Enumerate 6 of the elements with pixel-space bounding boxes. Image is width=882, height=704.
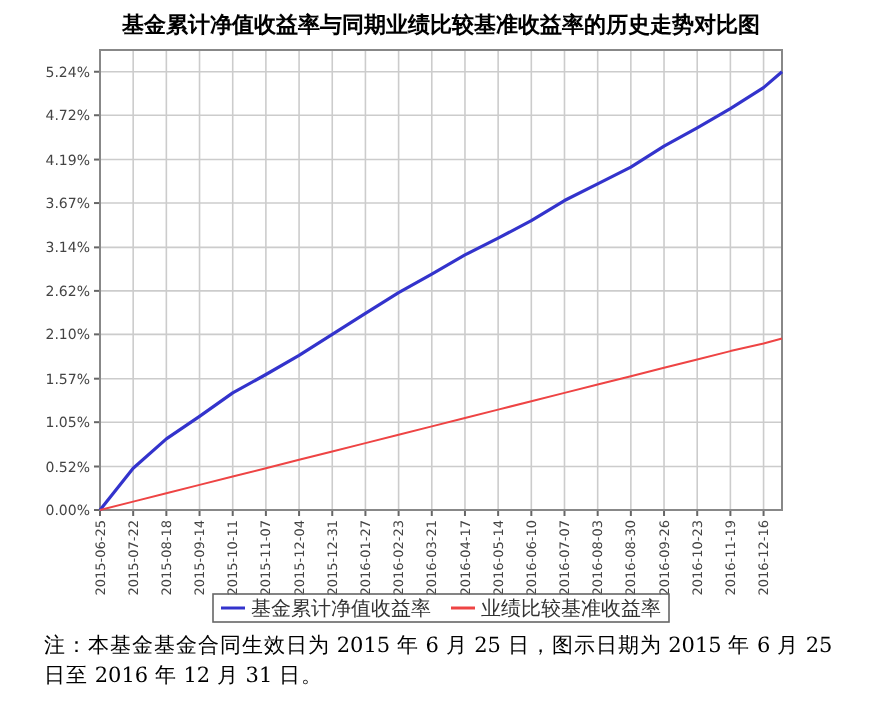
legend-label: 业绩比较基准收益率	[481, 597, 661, 621]
line-series	[99, 337, 783, 511]
text: 注：本基金基金合同生效日为 2015 年 6 月 25 日，图示日期为 2015 年 6 月 25 日至 2016 年 12 月 31 日。	[44, 632, 835, 692]
line-series	[98, 70, 784, 512]
legend-label: 基金累计净值收益率	[251, 597, 431, 621]
chart-title: 基金累计净值收益率与同期业绩比较基准收益率的历史走势对比图	[120, 12, 760, 38]
